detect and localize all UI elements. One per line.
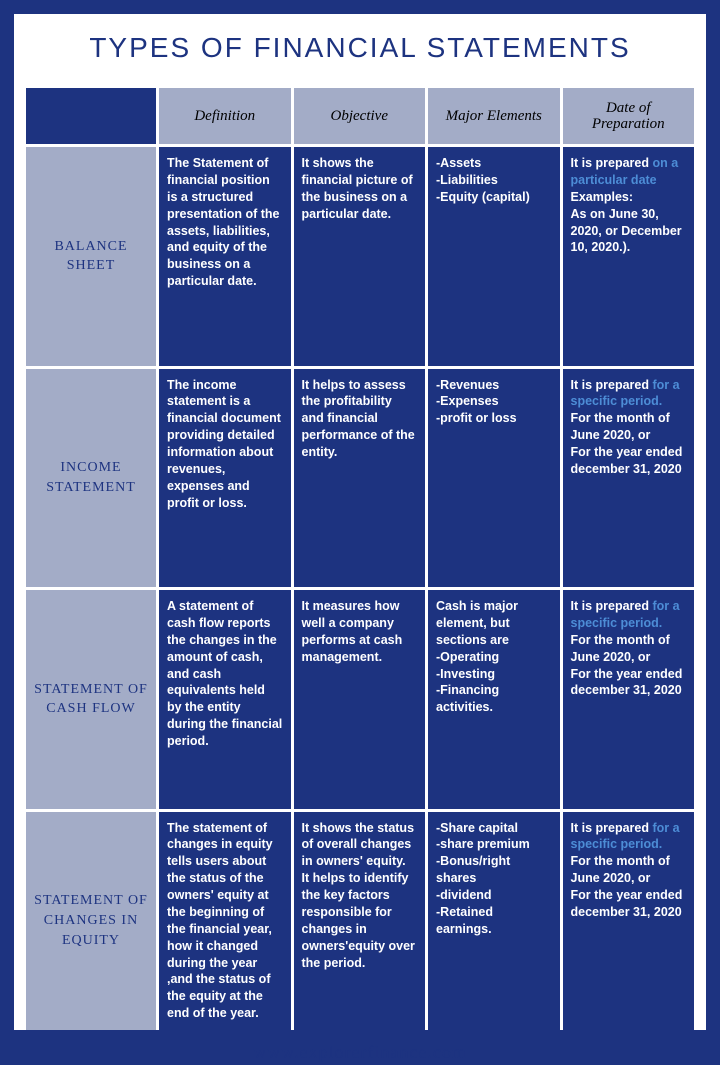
- date-suffix: For the month of June 2020, orFor the ye…: [571, 633, 683, 698]
- date-prefix: It is prepared: [571, 821, 653, 835]
- date-prefix: It is prepared: [571, 156, 653, 170]
- cell-objective: It shows the financial picture of the bu…: [294, 147, 426, 366]
- col-date: Date of Preparation: [563, 88, 695, 144]
- page-title: TYPES OF FINANCIAL STATEMENTS: [14, 14, 706, 74]
- row-income-statement: INCOME STATEMENT: [26, 369, 156, 588]
- footer-url: www.explorerfinance.com: [34, 1036, 686, 1065]
- cell-date: It is prepared for a specific period.For…: [563, 590, 695, 809]
- col-elements: Major Elements: [428, 88, 560, 144]
- date-suffix: For the month of June 2020, orFor the ye…: [571, 854, 683, 919]
- cell-objective: It helps to assess the profitability and…: [294, 369, 426, 588]
- cell-definition: The statement of changes in equity tells…: [159, 812, 291, 1031]
- cell-definition: The Statement of financial position is a…: [159, 147, 291, 366]
- cell-elements: -Revenues-Expenses-profit or loss: [428, 369, 560, 588]
- date-suffix: For the month of June 2020, orFor the ye…: [571, 411, 683, 476]
- cell-date: It is prepared for a specific period.For…: [563, 812, 695, 1031]
- col-objective: Objective: [294, 88, 426, 144]
- cell-objective: It measures how well a company performs …: [294, 590, 426, 809]
- date-prefix: It is prepared: [571, 378, 653, 392]
- cell-elements: -Share capital-share premium-Bonus/right…: [428, 812, 560, 1031]
- date-prefix: It is prepared: [571, 599, 653, 613]
- cell-definition: A statement of cash flow reports the cha…: [159, 590, 291, 809]
- corner-cell: [26, 88, 156, 144]
- cell-elements: Cash is major element, but sections are-…: [428, 590, 560, 809]
- col-definition: Definition: [159, 88, 291, 144]
- cell-elements: -Assets-Liabilities-Equity (capital): [428, 147, 560, 366]
- row-balance-sheet: BALANCE SHEET: [26, 147, 156, 366]
- cell-definition: The income statement is a financial docu…: [159, 369, 291, 588]
- row-changes-equity: STATEMENT OF CHANGES IN EQUITY: [26, 812, 156, 1031]
- cell-date: It is prepared on a particular dateExamp…: [563, 147, 695, 366]
- date-suffix: Examples:As on June 30, 2020, or Decembe…: [571, 190, 682, 255]
- page-container: TYPES OF FINANCIAL STATEMENTS Definition…: [14, 14, 706, 970]
- row-cash-flow: STATEMENT OF CASH FLOW: [26, 590, 156, 809]
- comparison-table: Definition Objective Major Elements Date…: [14, 88, 706, 1030]
- cell-date: It is prepared for a specific period.For…: [563, 369, 695, 588]
- cell-objective: It shows the status of overall changes i…: [294, 812, 426, 1031]
